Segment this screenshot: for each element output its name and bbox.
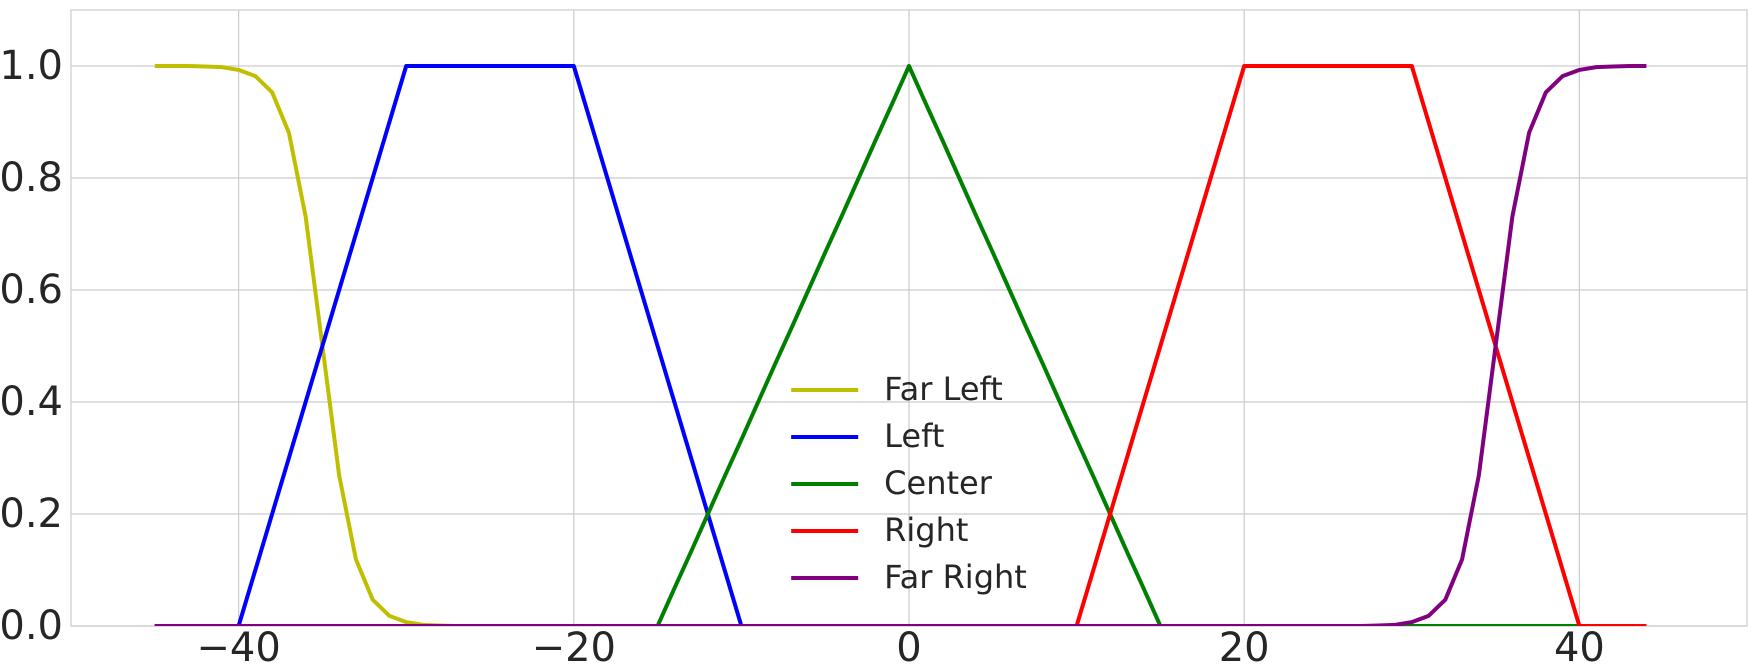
series-line: [154, 64, 1647, 626]
x-tick-label: 40: [1554, 625, 1605, 668]
x-tick-label: 0: [896, 625, 921, 668]
series-line: [154, 64, 1647, 626]
x-tick-label: −20: [532, 625, 616, 668]
series-line: [154, 64, 1647, 626]
y-tick-label: 1.0: [0, 43, 63, 89]
legend-label: Center: [884, 464, 993, 502]
y-tick-label: 0.0: [0, 603, 63, 649]
series-line: [154, 64, 1647, 626]
y-tick-label: 0.6: [0, 267, 63, 313]
legend-label: Far Right: [884, 558, 1027, 596]
plot-area: [154, 64, 1647, 626]
y-tick-label: 0.2: [0, 491, 63, 537]
x-tick-label: 20: [1219, 625, 1270, 668]
y-tick-label: 0.4: [0, 379, 63, 425]
legend-label: Left: [884, 417, 944, 455]
legend-label: Right: [884, 511, 968, 549]
y-tick-label: 0.8: [0, 155, 63, 201]
x-tick-label: −40: [196, 625, 280, 668]
legend-label: Far Left: [884, 370, 1003, 408]
series-line: [154, 64, 1647, 626]
